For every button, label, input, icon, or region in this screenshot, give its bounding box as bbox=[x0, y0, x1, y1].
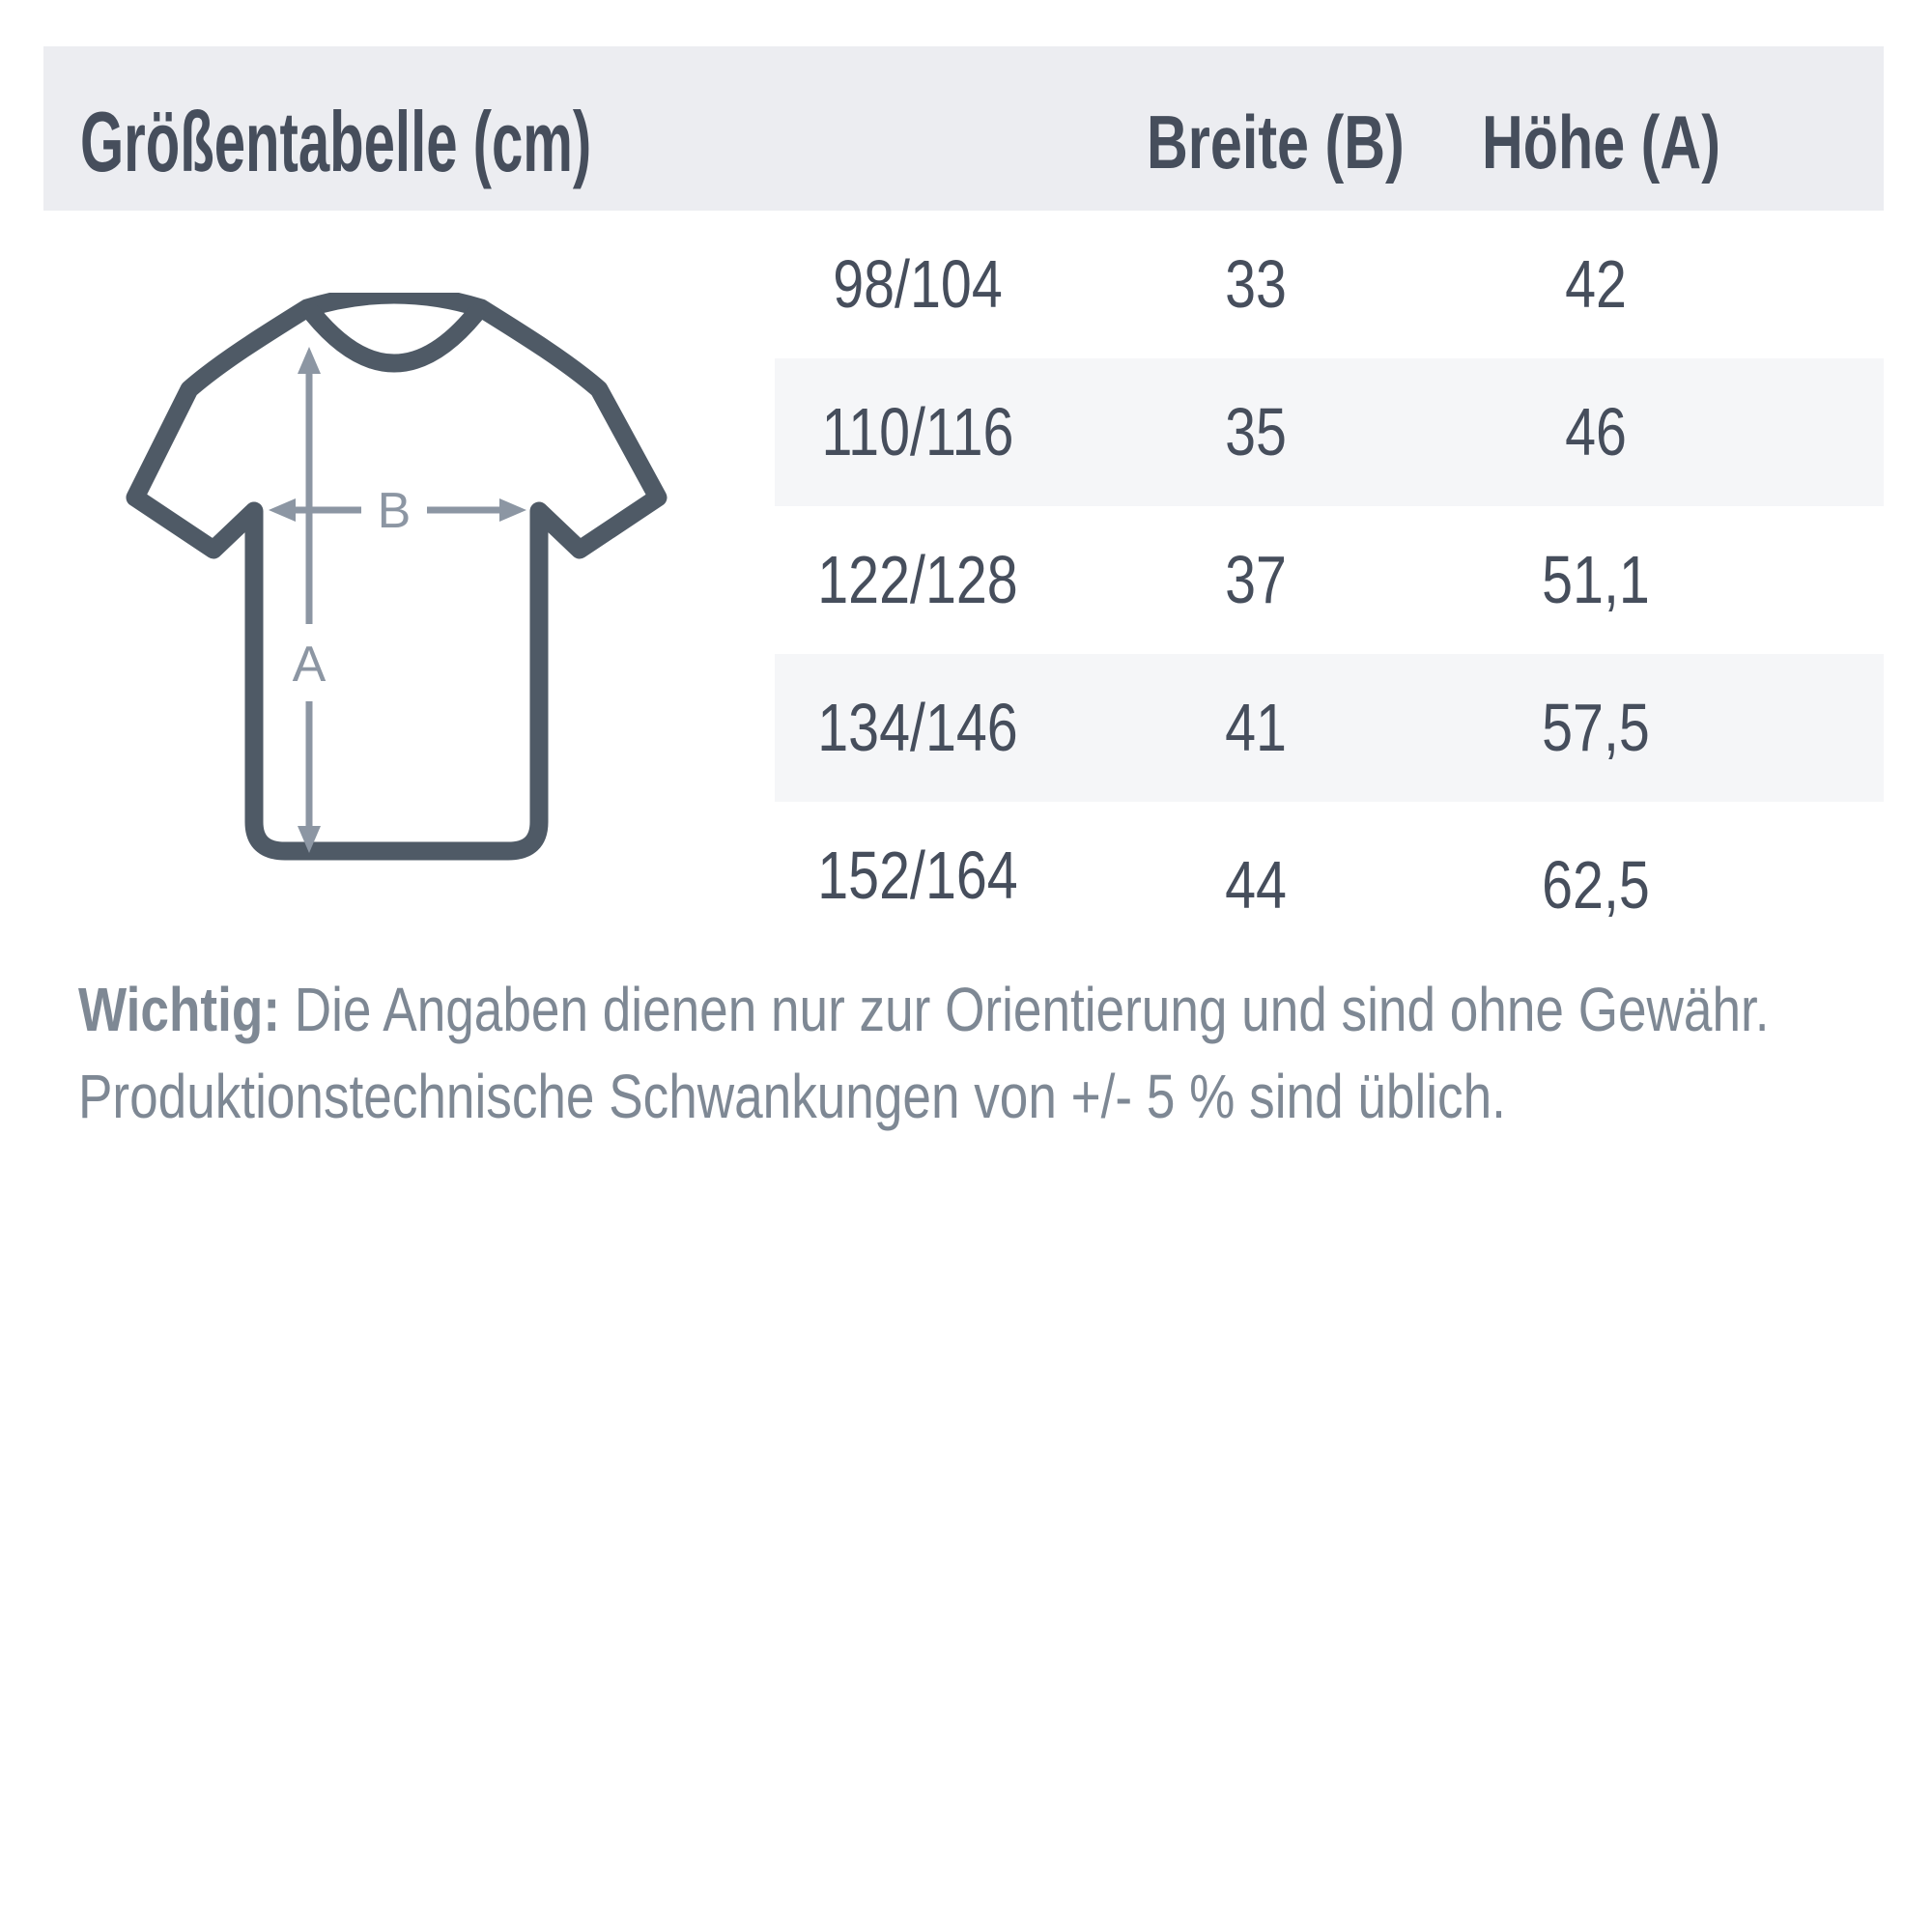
disclaimer-bold-prefix: Wichtig: bbox=[78, 975, 281, 1044]
size-cell: 110/116 bbox=[821, 394, 1014, 469]
table-row: 134/146 41 57,5 bbox=[0, 654, 1932, 802]
width-arrow-head-left bbox=[269, 498, 296, 522]
disclaimer-line-2: Produktionstechnische Schwankungen von +… bbox=[78, 1062, 1506, 1131]
disclaimer-line-1-text: Die Angaben dienen nur zur Orientierung … bbox=[280, 975, 1770, 1044]
size-cell: 152/164 bbox=[817, 838, 1018, 913]
breite-cell: 35 bbox=[1225, 394, 1287, 469]
hoehe-cell: 46 bbox=[1565, 394, 1627, 469]
breite-cell: 37 bbox=[1225, 542, 1287, 617]
disclaimer-note: Wichtig: Die Angaben dienen nur zur Orie… bbox=[78, 966, 1770, 1140]
size-cell: 122/128 bbox=[817, 542, 1018, 617]
hoehe-cell: 51,1 bbox=[1542, 542, 1650, 617]
height-arrow-head-down bbox=[298, 826, 321, 853]
tshirt-collar bbox=[303, 304, 485, 373]
width-label-b: B bbox=[378, 483, 412, 539]
width-arrow-head-right bbox=[499, 498, 526, 522]
breite-cell: 44 bbox=[1225, 847, 1287, 923]
disclaimer-line-1: Wichtig: Die Angaben dienen nur zur Orie… bbox=[78, 966, 1770, 1053]
table-row: 152/164 44 62,5 bbox=[0, 802, 1932, 950]
table-header-band: Größentabelle (cm) Breite (B) Höhe (A) bbox=[43, 46, 1884, 211]
breite-cell: 41 bbox=[1225, 690, 1287, 765]
table-row: 110/116 35 46 bbox=[0, 358, 1932, 506]
hoehe-cell: 57,5 bbox=[1542, 690, 1650, 765]
column-header-breite: Breite (B) bbox=[1147, 99, 1405, 185]
height-label-a: A bbox=[293, 637, 327, 693]
column-header-hoehe: Höhe (A) bbox=[1482, 99, 1720, 185]
size-table-body: 98/104 33 42 110/116 35 46 122/128 37 51… bbox=[0, 211, 1932, 950]
size-cell: 98/104 bbox=[833, 246, 1003, 322]
size-chart-title: Größentabelle (cm) bbox=[80, 94, 592, 189]
height-arrow-head-up bbox=[298, 347, 321, 374]
breite-cell: 33 bbox=[1225, 246, 1287, 322]
hoehe-cell: 62,5 bbox=[1542, 847, 1650, 923]
table-row: 122/128 37 51,1 bbox=[0, 506, 1932, 654]
tshirt-outline bbox=[126, 293, 668, 861]
tshirt-measurement-diagram: A B bbox=[126, 293, 668, 861]
size-cell: 134/146 bbox=[817, 690, 1018, 765]
table-row: 98/104 33 42 bbox=[0, 211, 1932, 358]
hoehe-cell: 42 bbox=[1565, 246, 1627, 322]
